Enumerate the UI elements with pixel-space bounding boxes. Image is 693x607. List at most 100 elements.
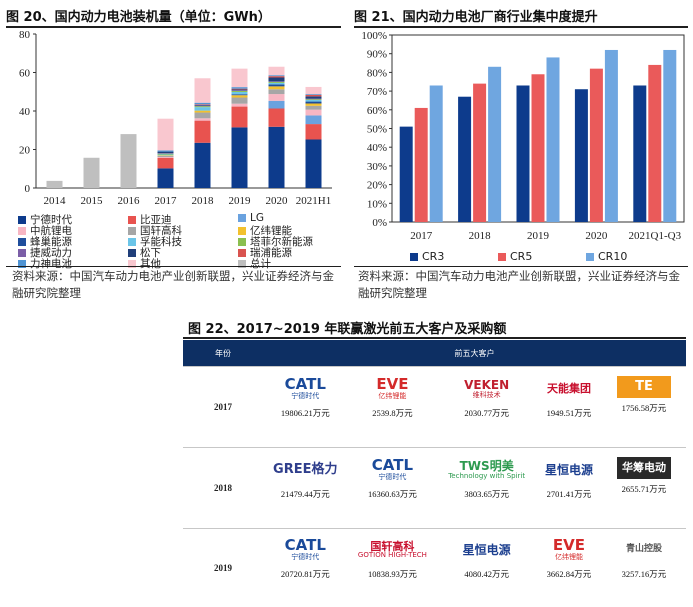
x-tick-label: 2017 <box>410 230 433 242</box>
customer-logo-name: 天能集团 <box>547 383 591 395</box>
y-tick-label: 40 <box>19 106 31 118</box>
customer-logo: 华筹电动 <box>617 457 671 479</box>
y-tick-label: 60 <box>19 68 31 80</box>
bar-segment-国轩高科 <box>306 106 322 110</box>
y-tick-label: 100% <box>361 30 387 42</box>
bar-segment-力神电池 <box>158 150 174 151</box>
fig22-title: 图 22、2017~2019 年联赢激光前五大客户及采购额 <box>188 318 506 337</box>
purchase-amount: 3662.84万元 <box>537 568 601 580</box>
purchase-amount: 3803.65万元 <box>438 488 535 500</box>
customer-logo-name: VEKEN <box>464 379 509 392</box>
bar-segment-瑞浦能源 <box>269 76 285 77</box>
bar-segment-其他 <box>158 119 174 151</box>
fig21-source: 资料来源：中国汽车动力电池产业创新联盟，兴业证券经济与金融研究院整理 <box>358 268 688 302</box>
customer-logo: GREE格力 <box>268 456 343 484</box>
bar-segment-蜂巢能源 <box>232 94 248 95</box>
customer-logo-subtitle: 宁德时代 <box>285 393 326 400</box>
bar-segment-国轩高科 <box>232 98 248 104</box>
bar-segment-瑞浦能源 <box>195 104 211 105</box>
y-tick-label: 60% <box>367 105 387 117</box>
customer-logo-subtitle: GOTION HIGH-TECH <box>358 552 427 559</box>
bar-segment-LG <box>306 115 322 124</box>
customer-logo-name: 青山控股 <box>626 545 662 554</box>
y-tick-label: 80% <box>367 67 387 79</box>
customer-logo-subtitle: 维科技术 <box>464 392 509 399</box>
bar-segment-孚能科技 <box>269 83 285 85</box>
legend-swatch <box>238 214 246 222</box>
purchase-amount: 10838.93万元 <box>349 568 437 580</box>
purchase-amount: 19806.21万元 <box>264 407 347 419</box>
bar-segment-塔菲尔新能源 <box>158 154 174 155</box>
purchase-amount: 2655.71万元 <box>603 483 685 495</box>
y-tick-label: 40% <box>367 142 387 154</box>
bar-CR5-2018 <box>473 84 486 222</box>
bar-segment-塔菲尔新能源 <box>306 99 322 100</box>
x-tick-label: 2016 <box>118 195 141 207</box>
year-cell: 2017 <box>183 367 263 448</box>
header-year: 年份 <box>183 340 263 367</box>
bar-CR10-2020 <box>605 50 618 222</box>
bar-segment-捷威动力 <box>195 105 211 106</box>
customer-logo-name: 星恒电源 <box>545 464 593 477</box>
customer-logo-name: CATL <box>285 538 326 554</box>
bar-segment-比亚迪 <box>158 158 174 169</box>
customer-logo-name: TWS明美 <box>448 460 525 473</box>
purchase-amount: 20720.81万元 <box>264 568 347 580</box>
customer-logo: 星恒电源 <box>442 536 531 564</box>
purchase-amount: 2539.8万元 <box>349 407 437 419</box>
customer-logo: TE <box>617 376 671 398</box>
bar-CR5-2020 <box>590 69 603 222</box>
bar-segment-塔菲尔新能源 <box>232 91 248 92</box>
y-tick-label: 50% <box>367 124 387 136</box>
bar-segment-松下 <box>269 78 285 82</box>
customer-logo-name: CATL <box>285 377 326 393</box>
bar-segment-LG <box>269 101 285 109</box>
y-tick-label: 20 <box>19 145 31 157</box>
bar-CR5-2019 <box>532 74 545 222</box>
x-tick-label: 2020 <box>585 230 608 242</box>
legend-swatch <box>498 253 506 261</box>
customer-logo-name: EVE <box>376 377 408 393</box>
bar-segment-其他 <box>195 78 211 102</box>
bar-segment-宁德时代 <box>158 168 174 188</box>
bar-segment-比亚迪 <box>306 124 322 139</box>
legend-item: CR10 <box>586 250 627 263</box>
bar-segment-蜂巢能源 <box>306 102 322 104</box>
fig21-title: 图 21、国内动力电池厂商行业集中度提升 <box>354 6 598 25</box>
bar-segment-塔菲尔新能源 <box>195 106 211 107</box>
fig21-bottom-rule <box>354 266 688 267</box>
bar-segment-亿纬锂能 <box>306 103 322 105</box>
customer-logo-name: GREE格力 <box>273 463 337 477</box>
header-customers: 前五大客户 <box>263 340 686 367</box>
customer-logo-name: CATL <box>372 458 413 474</box>
customer-logo: 天能集团 <box>541 375 597 403</box>
customer-logo-subtitle: 宁德时代 <box>372 474 413 481</box>
bar-total-2016 <box>121 134 137 188</box>
bar-CR3-2017 <box>400 127 413 222</box>
purchase-amount: 2030.77万元 <box>438 407 535 419</box>
bar-CR10-2021Q1-Q3 <box>663 50 676 222</box>
y-tick-label: 10% <box>367 198 387 210</box>
year-cell: 2018 <box>183 448 263 529</box>
x-tick-label: 2018 <box>469 230 492 242</box>
bar-segment-力神电池 <box>195 103 211 105</box>
purchase-amount: 1949.51万元 <box>537 407 601 419</box>
customer-logo-name: EVE <box>553 538 585 554</box>
bar-segment-捷威动力 <box>158 153 174 154</box>
